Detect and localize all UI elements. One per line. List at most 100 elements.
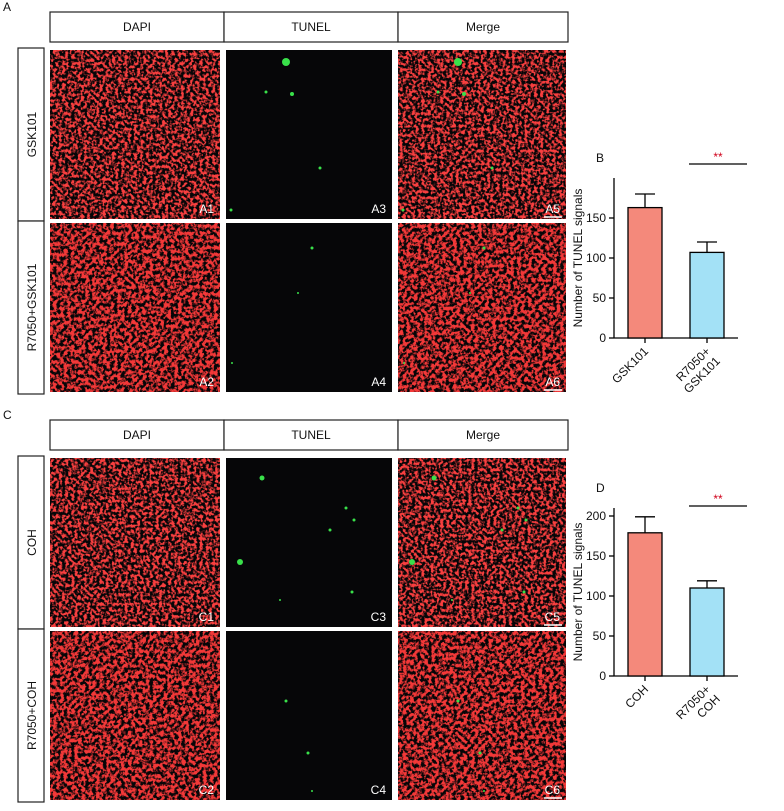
micrograph: A4 xyxy=(226,223,392,392)
column-header: DAPI xyxy=(123,20,151,34)
tunel-signal xyxy=(306,751,310,755)
column-header-box xyxy=(223,419,399,451)
tunel-signal xyxy=(282,58,290,66)
y-tick-label: 200 xyxy=(586,509,606,523)
micrograph: A3 xyxy=(226,50,392,219)
row-header: GSK101 xyxy=(25,111,39,157)
column-header-box xyxy=(397,11,569,43)
y-tick-label: 0 xyxy=(599,669,606,683)
column-header-box xyxy=(223,11,399,43)
x-tick-label: R7050+GSK101 xyxy=(671,344,723,396)
row-header-box xyxy=(17,220,45,395)
bar xyxy=(627,532,663,677)
micrograph: A2 xyxy=(50,223,220,392)
tunel-signal xyxy=(522,590,526,594)
x-tick-label: GSK101 xyxy=(609,344,651,386)
image-label: A1 xyxy=(199,202,214,216)
tunel-signal xyxy=(344,506,348,510)
y-tick-label: 150 xyxy=(586,549,606,563)
panel-letter: D xyxy=(596,481,605,495)
column-header: Merge xyxy=(466,428,500,442)
column-header-box xyxy=(49,419,225,451)
micrograph: A6 xyxy=(398,223,566,392)
y-tick-label: 100 xyxy=(586,251,606,265)
nuclei-stain xyxy=(398,458,566,627)
tunel-signal xyxy=(259,475,265,481)
tunel-signal xyxy=(462,92,466,96)
column-header-box xyxy=(397,419,569,451)
tunel-signal xyxy=(524,518,528,522)
micrograph-background xyxy=(226,223,392,392)
row-header-box xyxy=(17,455,45,630)
tunel-signal xyxy=(409,559,415,565)
micrograph: C2 xyxy=(50,631,220,800)
column-header: Merge xyxy=(466,20,500,34)
micrograph: C4 xyxy=(226,631,392,800)
y-tick-label: 0 xyxy=(599,331,606,345)
image-label: A2 xyxy=(199,375,214,389)
tunel-signal xyxy=(431,475,437,481)
tunel-signal xyxy=(284,699,288,703)
panel-letter: C xyxy=(3,408,12,422)
tunel-signal xyxy=(451,599,453,601)
tunel-signal xyxy=(482,246,486,250)
y-axis-title: Number of TUNEL signals xyxy=(571,189,585,328)
nuclei-stain xyxy=(398,223,566,392)
significance-label: ** xyxy=(713,492,723,506)
tunel-signal xyxy=(229,208,233,212)
tunel-signal xyxy=(352,518,356,522)
micrograph-background xyxy=(226,631,392,800)
row-header: COH xyxy=(25,529,39,556)
nuclei-stain xyxy=(50,458,220,627)
image-label: A4 xyxy=(371,375,386,389)
column-header: DAPI xyxy=(123,428,151,442)
tunel-signal xyxy=(516,506,520,510)
image-label: C5 xyxy=(545,610,561,624)
tunel-signal xyxy=(436,90,440,94)
tunel-signal xyxy=(500,528,504,532)
bar xyxy=(689,251,725,339)
micrograph: C6 xyxy=(398,631,566,800)
column-header: TUNEL xyxy=(291,20,331,34)
y-axis-title: Number of TUNEL signals xyxy=(571,523,585,662)
image-label: C3 xyxy=(371,610,387,624)
bar xyxy=(689,587,725,677)
micrograph-background xyxy=(226,50,392,219)
row-header-box xyxy=(17,628,45,803)
image-label: A3 xyxy=(371,202,386,216)
tunel-signal xyxy=(231,362,233,364)
nuclei-stain xyxy=(398,50,566,219)
row-header: R7050+GSK101 xyxy=(25,263,39,351)
tunel-signal xyxy=(350,590,354,594)
image-label: C2 xyxy=(199,783,215,797)
significance-label: ** xyxy=(713,150,723,164)
tunel-signal xyxy=(297,292,299,294)
tunel-signal xyxy=(454,58,462,66)
nuclei-stain xyxy=(50,223,220,392)
column-header-box xyxy=(49,11,225,43)
micrograph: C1 xyxy=(50,458,220,627)
tunel-signal xyxy=(279,599,281,601)
tunel-signal xyxy=(290,92,294,96)
x-tick-label: COH xyxy=(622,682,651,711)
tunel-signal xyxy=(328,528,332,532)
y-tick-label: 100 xyxy=(586,589,606,603)
tunel-signal xyxy=(469,292,471,294)
tunel-signal xyxy=(401,208,405,212)
image-label: C1 xyxy=(199,610,215,624)
tunel-signal xyxy=(318,166,322,170)
y-tick-label: 50 xyxy=(593,291,607,305)
panel-letter: A xyxy=(3,0,11,14)
nuclei-stain xyxy=(50,50,220,219)
tunel-signal xyxy=(483,790,485,792)
row-header: R7050+COH xyxy=(25,681,39,750)
tunel-signal xyxy=(478,751,482,755)
micrograph-background xyxy=(226,458,392,627)
micrograph: A5 xyxy=(398,50,566,219)
y-tick-label: 50 xyxy=(593,629,607,643)
tunel-signal xyxy=(264,90,268,94)
image-label: A5 xyxy=(545,202,560,216)
tunel-signal xyxy=(490,166,494,170)
nuclei-stain xyxy=(50,631,220,800)
image-label: C4 xyxy=(371,783,387,797)
